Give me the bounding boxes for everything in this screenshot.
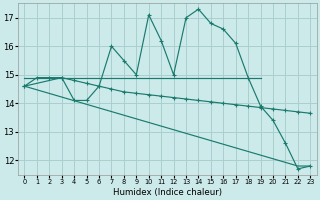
- X-axis label: Humidex (Indice chaleur): Humidex (Indice chaleur): [113, 188, 222, 197]
